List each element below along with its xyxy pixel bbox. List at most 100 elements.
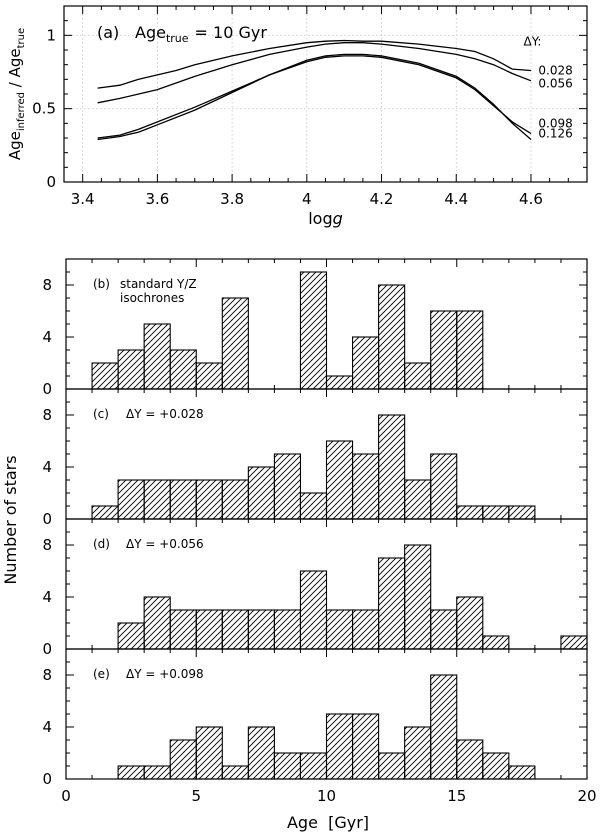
panel-a-label: (a) — [97, 23, 119, 42]
histogram-bar — [378, 557, 406, 650]
histogram-bar — [195, 726, 223, 780]
y-tick-label: 8 — [42, 276, 52, 294]
y-tick-label: 4 — [42, 588, 52, 606]
x-tick-label: 10 — [317, 787, 336, 805]
y-tick-label: 0 — [42, 380, 52, 398]
series-label-0.028: 0.028 — [538, 64, 572, 78]
histogram-bar — [117, 349, 145, 390]
panel-caption: ΔY = +0.028 — [126, 407, 204, 421]
x-tick-label: 5 — [191, 787, 201, 805]
histogram-bar — [456, 310, 484, 390]
histogram-bar — [430, 453, 458, 520]
histogram-bar — [404, 544, 432, 650]
y-tick-label: 0 — [42, 510, 52, 528]
panel-label: (c) — [93, 407, 109, 421]
y-tick-label: 0 — [42, 640, 52, 658]
histogram-bar — [351, 609, 380, 650]
histogram-bar — [143, 479, 171, 520]
series-label-0.126: 0.126 — [538, 127, 572, 141]
histogram-bar — [247, 609, 275, 650]
panel-caption-line: isochrones — [120, 291, 184, 305]
histogram-bar — [143, 323, 171, 390]
histogram-bar — [299, 271, 328, 390]
y-tick-label: 8 — [42, 536, 52, 554]
histogram-bar — [482, 505, 510, 520]
x-tick-label: 3.8 — [220, 190, 244, 208]
histogram-bar — [221, 479, 249, 520]
legend-title: ΔY: — [523, 35, 541, 49]
x-tick-label: 4.2 — [370, 190, 394, 208]
histogram-bar — [456, 596, 484, 650]
histogram-bar — [221, 765, 249, 780]
y-tick-label: 0.5 — [32, 100, 56, 118]
y-tick-label: 4 — [42, 328, 52, 346]
histogram-bar — [117, 622, 145, 650]
histogram-bar — [456, 505, 484, 520]
histogram-bar — [560, 635, 588, 650]
series-line-0.028 — [97, 39, 532, 89]
histogram-bar — [91, 362, 119, 390]
histogram-panel-d: 0 4 8 (d) ΔY = +0.056 — [42, 518, 588, 658]
histogram-bar — [195, 362, 223, 390]
x-axis-label: logg — [308, 209, 343, 228]
histogram-bar — [325, 609, 354, 650]
y-tick-label: 8 — [42, 406, 52, 424]
y-tick-label: 1 — [46, 26, 56, 44]
histogram-bar — [221, 297, 249, 390]
x-tick-label: 4.4 — [444, 190, 468, 208]
histogram-bar — [169, 479, 197, 520]
y-tick-label: 0 — [46, 173, 56, 191]
histogram-bar — [299, 570, 328, 650]
histogram-bar — [378, 752, 406, 780]
histogram-bar — [508, 765, 536, 780]
panel-a-annotation: Agetrue = 10 Gyr — [135, 23, 267, 45]
x-tick-label: 4.6 — [519, 190, 543, 208]
histogram-bar — [247, 726, 275, 780]
histogram-bar — [195, 609, 223, 650]
histogram-bar — [456, 739, 484, 780]
series-line-0.098 — [97, 55, 532, 139]
histogram-bar — [351, 453, 380, 520]
panel-label: (b) — [93, 277, 110, 291]
y-tick-label: 4 — [42, 718, 52, 736]
histogram-bar — [273, 453, 301, 520]
histogram-bar — [273, 752, 301, 780]
series-label-0.098: 0.098 — [538, 116, 572, 130]
histogram-bar — [143, 596, 171, 650]
y-axis-label: Ageinferred / Agetrue — [6, 28, 27, 160]
x-tick-label: 15 — [447, 787, 466, 805]
histogram-bar — [378, 284, 406, 390]
histogram-bar — [299, 752, 328, 780]
histogram-bar — [430, 609, 458, 650]
histogram-bar — [247, 466, 275, 520]
histogram-bar — [169, 739, 197, 780]
series-label-0.056: 0.056 — [538, 77, 572, 91]
histogram-panel-c: 0 4 8 (c) ΔY = +0.028 — [42, 388, 588, 528]
histogram-bar — [117, 479, 145, 520]
histogram-bar — [117, 765, 145, 780]
y-tick-label: 8 — [42, 666, 52, 684]
histogram-bar — [325, 375, 354, 390]
histogram-bar — [143, 765, 171, 780]
panel-caption-line: standard Y/Z — [120, 277, 197, 291]
histogram-bar — [351, 713, 380, 780]
x-tick-label: 4 — [302, 190, 312, 208]
x-tick-label: 20 — [577, 787, 596, 805]
panel-caption: ΔY = +0.056 — [126, 537, 204, 551]
histogram-bar — [404, 362, 432, 390]
shared-x-axis-label: Age [Gyr] — [287, 813, 369, 832]
histogram-bar — [169, 609, 197, 650]
histogram-panel-e: 0 4 8 0 5 10 15 20 (e) ΔY = +0.098 — [42, 648, 597, 805]
panel-label: (e) — [93, 667, 110, 681]
histogram-bar — [221, 609, 249, 650]
histogram-bar — [195, 479, 223, 520]
histogram-bar — [273, 609, 301, 650]
histogram-bar — [351, 336, 380, 390]
histogram-bar — [482, 635, 510, 650]
series-line-0.126 — [97, 53, 532, 141]
y-tick-label: 4 — [42, 458, 52, 476]
histogram-bar — [169, 349, 197, 390]
